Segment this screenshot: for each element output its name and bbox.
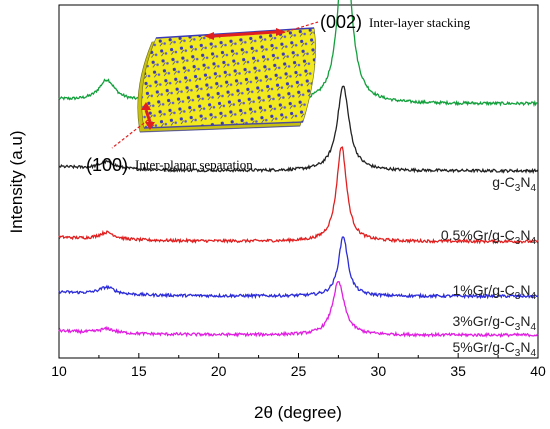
series-line xyxy=(58,85,539,175)
series-line xyxy=(58,236,539,300)
x-axis: 10 15 20 25 30 35 40 xyxy=(51,353,546,379)
series-label: 3%Gr/g-C3N4 xyxy=(453,313,537,333)
annotation-100-text: Inter-planar separation xyxy=(135,157,253,172)
annotation-leader-002 xyxy=(281,21,319,34)
x-tick-label: 35 xyxy=(450,363,466,379)
annotation-100-code: (100) xyxy=(86,155,128,175)
x-tick-label: 15 xyxy=(131,363,147,379)
y-axis-title: Intensity (a.u) xyxy=(7,131,26,234)
series-line xyxy=(58,281,539,339)
annotation-100: (100) Inter-planar separation xyxy=(86,155,253,175)
annotation-002: (002) Inter-layer stacking xyxy=(320,12,471,32)
series-label: 5%Gr/g-C3N4 xyxy=(453,339,537,359)
series-label: 1%Gr/g-C3N4 xyxy=(453,282,537,302)
x-tick-label: 30 xyxy=(371,363,387,379)
curve-labels: g-C3N4 0.5%Gr/g-C3N4 1%Gr/g-C3N4 3%Gr/g-C3N… xyxy=(441,174,537,359)
x-tick-label: 25 xyxy=(291,363,307,379)
annotation-leader-100 xyxy=(111,119,149,149)
annotation-002-text: Inter-layer stacking xyxy=(369,15,471,30)
x-tick-label: 10 xyxy=(51,363,67,379)
series-label: g-C3N4 xyxy=(492,174,536,194)
x-axis-title: 2θ (degree) xyxy=(254,403,342,422)
inset-sheet-illustration xyxy=(111,21,319,149)
stacking-arrow xyxy=(213,30,277,38)
series-line xyxy=(58,146,539,245)
x-tick-label: 40 xyxy=(530,363,546,379)
annotation-002-code: (002) xyxy=(320,12,362,32)
x-tick-label: 20 xyxy=(211,363,227,379)
series-label: 0.5%Gr/g-C3N4 xyxy=(441,227,537,247)
